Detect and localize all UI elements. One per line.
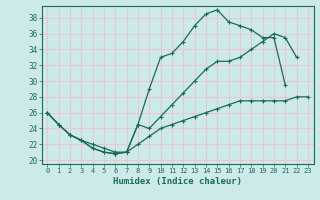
X-axis label: Humidex (Indice chaleur): Humidex (Indice chaleur) [113,177,242,186]
